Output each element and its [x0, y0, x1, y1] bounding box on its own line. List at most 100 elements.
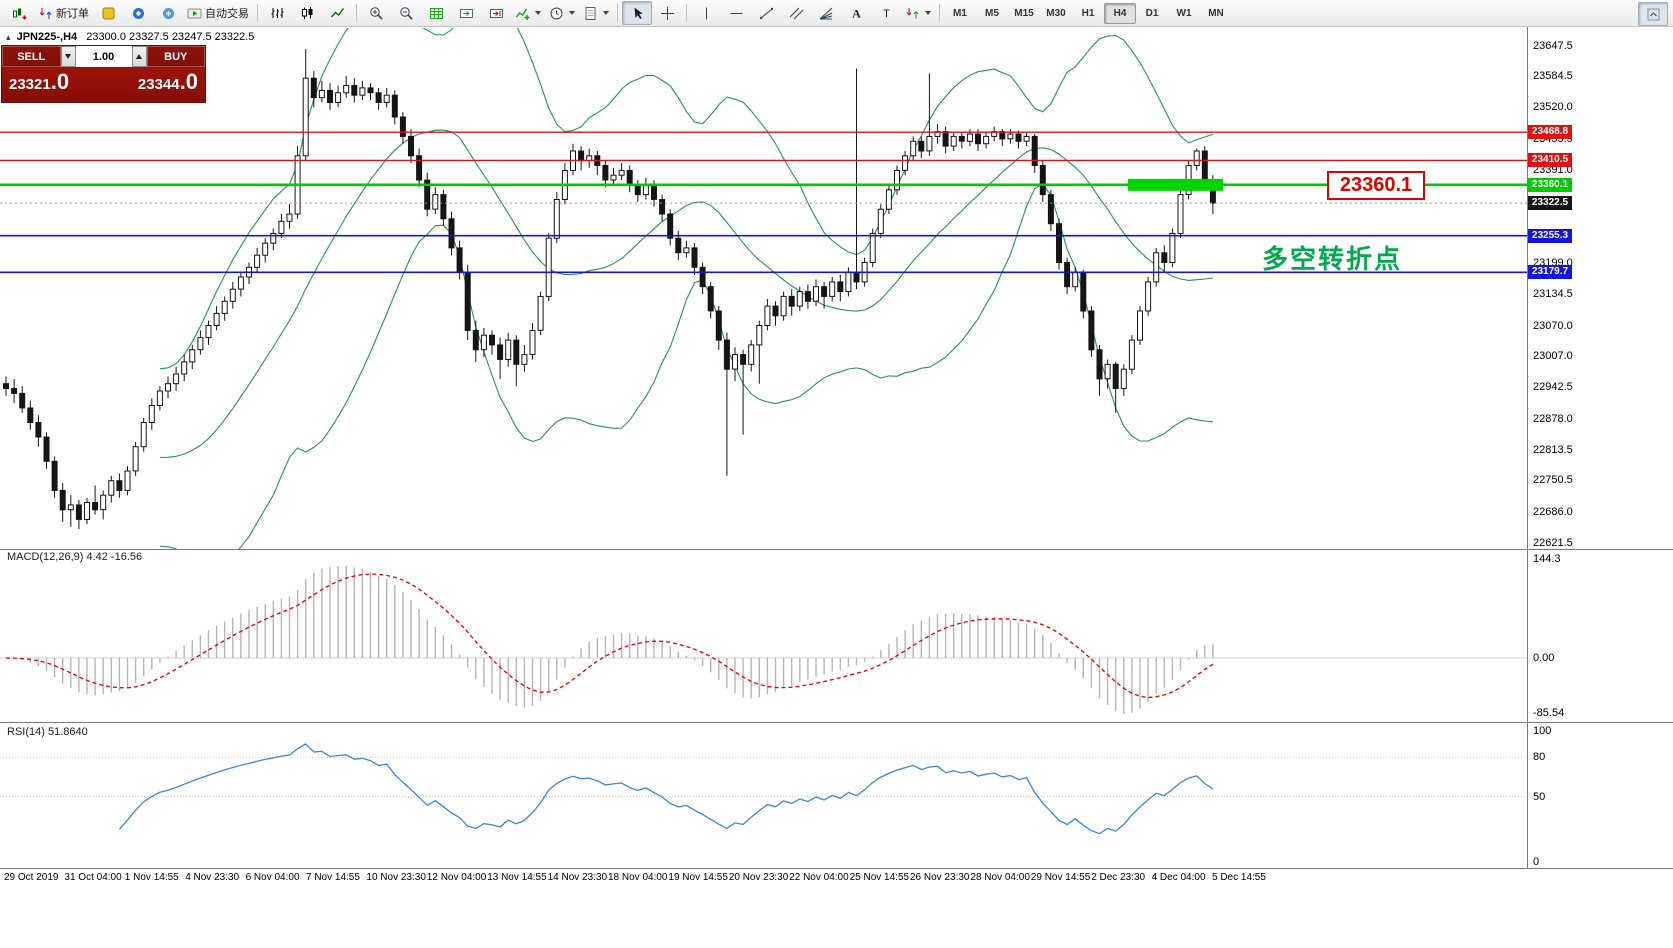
triangle-up-icon: [136, 54, 142, 59]
metaeditor-button[interactable]: [93, 1, 123, 25]
new-chart-button[interactable]: [4, 1, 34, 25]
rsi-scale-tick: 0: [1533, 856, 1540, 868]
price-tick: 23007.0: [1533, 350, 1573, 363]
hline-icon: [729, 6, 744, 21]
time-label: 19 Nov 14:55: [668, 872, 728, 883]
strategy-tester-button[interactable]: [421, 1, 451, 25]
time-label: 7 Nov 14:55: [306, 872, 360, 883]
candlestick-mode-button[interactable]: [292, 1, 322, 25]
price-tick: 22621.5: [1533, 537, 1573, 549]
community-button[interactable]: [123, 1, 153, 25]
order-icon: [38, 6, 53, 21]
channel-icon: [789, 6, 804, 21]
timeframe-M5[interactable]: M5: [985, 7, 999, 19]
channel-button[interactable]: [781, 1, 811, 25]
chevron-down-icon: [603, 11, 609, 15]
timeframe-W1[interactable]: W1: [1176, 7, 1192, 19]
autotrading-button-label: 自动交易: [205, 8, 249, 20]
text-button[interactable]: A: [841, 1, 871, 25]
price-tick: 22686.0: [1533, 505, 1573, 518]
timeframe-D1[interactable]: D1: [1145, 7, 1159, 19]
market-button[interactable]: [153, 1, 183, 25]
price-tick: 23520.0: [1533, 101, 1573, 114]
clock-icon: [549, 6, 564, 21]
community-icon: [131, 6, 146, 21]
indicators-button[interactable]: [511, 1, 545, 25]
sell-price[interactable]: 23321.0: [9, 69, 70, 94]
timeframe-M30[interactable]: M30: [1046, 7, 1066, 19]
zoom-out-button[interactable]: [391, 1, 421, 25]
chart-plus-icon: [12, 6, 27, 21]
zoom-in-icon: [369, 6, 384, 21]
turning-point-annotation[interactable]: 多空转折点: [1262, 244, 1403, 274]
templates-button[interactable]: [579, 1, 613, 25]
new-order-button-label: 新订单: [56, 8, 89, 20]
timeframe-M1[interactable]: M1: [953, 7, 967, 19]
zoom-in-button[interactable]: [361, 1, 391, 25]
fibonacci-button[interactable]: [811, 1, 841, 25]
chart-area[interactable]: ▴ JPN225-,H4 23300.0 23327.5 23247.5 233…: [0, 27, 1673, 948]
time-label: 22 Nov 04:00: [789, 872, 849, 883]
line-chart-mode-button[interactable]: [322, 1, 352, 25]
price-tick: 22813.5: [1533, 443, 1573, 456]
periods-button[interactable]: [545, 1, 579, 25]
toolbar-separator: [617, 4, 618, 22]
chart-symbol-info: ▴ JPN225-,H4 23300.0 23327.5 23247.5 233…: [6, 31, 254, 43]
trendline-icon: [759, 6, 774, 21]
current-price-badge: 23322.5: [1528, 196, 1572, 211]
chevron-down-icon: [535, 11, 541, 15]
line-icon: [330, 6, 345, 21]
price-tick: 22750.5: [1533, 474, 1573, 487]
rsi-indicator-label: RSI(14) 51.8640: [7, 726, 88, 738]
price-tick: 22942.5: [1533, 381, 1573, 394]
label-button[interactable]: T: [871, 1, 901, 25]
time-label: 4 Dec 04:00: [1151, 872, 1206, 883]
time-label: 2 Dec 23:30: [1091, 872, 1146, 883]
auto-scroll-button[interactable]: [451, 1, 481, 25]
macd-scale-tick: 0.00: [1533, 651, 1555, 664]
volume-input[interactable]: [75, 46, 132, 67]
docking-button[interactable]: [1638, 2, 1668, 26]
text-icon: A: [849, 6, 864, 21]
time-label: 29 Oct 2019: [4, 872, 59, 883]
autotrading-button[interactable]: 自动交易: [183, 1, 253, 25]
autotrade-icon: [187, 6, 202, 21]
timeframe-M15[interactable]: M15: [1014, 7, 1034, 19]
crosshair-button[interactable]: [652, 1, 682, 25]
volume-increase-button[interactable]: [131, 46, 147, 67]
sell-button[interactable]: SELL: [2, 46, 61, 67]
horizontal-line-button[interactable]: [721, 1, 751, 25]
macd-scale-tick: 144.3: [1533, 553, 1561, 565]
chart-shift-button[interactable]: [481, 1, 511, 25]
arrows-button[interactable]: [901, 1, 935, 25]
buy-price[interactable]: 23344.0: [137, 69, 198, 94]
time-label: 20 Nov 23:30: [728, 872, 789, 883]
new-order-button[interactable]: 新订单: [34, 1, 93, 25]
trendline-button[interactable]: [751, 1, 781, 25]
rsi-scale-tick: 80: [1533, 751, 1546, 764]
price-callout-label[interactable]: 23360.1: [1327, 171, 1425, 200]
timeframe-H4[interactable]: H4: [1104, 2, 1136, 24]
bar-chart-mode-button[interactable]: [262, 1, 292, 25]
price-tick: 23070.0: [1533, 319, 1573, 332]
candles-icon: [300, 6, 315, 21]
chartshift-icon: [489, 6, 504, 21]
fibo-icon: [819, 6, 834, 21]
zoom-out-icon: [399, 6, 414, 21]
vertical-line-button[interactable]: [691, 1, 721, 25]
toolbar-separator: [356, 4, 357, 22]
volume-decrease-button[interactable]: [60, 46, 76, 67]
timeframe-MN[interactable]: MN: [1208, 7, 1224, 19]
one-click-collapse-icon[interactable]: ▴: [6, 32, 11, 42]
autoscroll-icon: [459, 6, 474, 21]
time-label: 26 Nov 23:30: [910, 872, 970, 883]
time-label: 14 Nov 23:30: [547, 872, 608, 883]
triangle-down-icon: [65, 54, 71, 59]
macd-scale-tick: -85.54: [1533, 707, 1565, 719]
buy-button[interactable]: BUY: [146, 46, 205, 67]
cursor-button[interactable]: [622, 1, 652, 25]
time-label: 10 Nov 23:30: [366, 872, 426, 883]
timeframe-H1[interactable]: H1: [1081, 7, 1095, 19]
price-tick: 22878.0: [1533, 412, 1573, 425]
